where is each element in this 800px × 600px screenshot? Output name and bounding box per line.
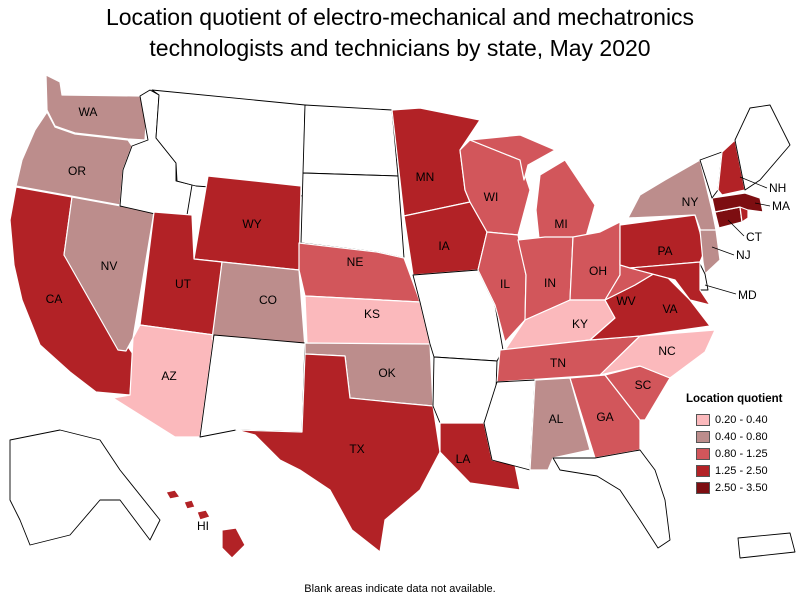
legend-swatch xyxy=(696,447,710,460)
state-label-ne: NE xyxy=(347,255,364,269)
leader-line-ct xyxy=(727,219,745,237)
chart-title: Location quotient of electro-mechanical … xyxy=(0,2,800,64)
state-tx xyxy=(235,353,441,553)
state-nd xyxy=(302,104,399,177)
state-nm xyxy=(199,334,306,438)
legend-item: 0.20 - 0.40 xyxy=(686,411,796,428)
footnote: Blank areas indicate data not available. xyxy=(304,583,496,595)
state-label-co: CO xyxy=(259,293,277,307)
legend-swatch xyxy=(696,430,710,443)
title-line-2: technologists and technicians by state, … xyxy=(149,35,651,61)
state-label-sc: SC xyxy=(635,378,652,392)
state-md xyxy=(629,261,711,306)
legend-label: 0.80 - 1.25 xyxy=(715,447,768,460)
state-label-ok: OK xyxy=(378,366,395,380)
state-label-nv: NV xyxy=(101,259,118,273)
legend-item: 1.25 - 2.50 xyxy=(686,462,796,479)
state-label-la: LA xyxy=(456,452,471,466)
title-line-1: Location quotient of electro-mechanical … xyxy=(105,4,695,30)
state-hi xyxy=(165,489,246,559)
state-label-nh: NH xyxy=(769,181,786,195)
state-label-pa: PA xyxy=(657,244,672,258)
state-nh xyxy=(717,139,746,196)
legend-item: 0.40 - 0.80 xyxy=(686,428,796,445)
legend-item: 0.80 - 1.25 xyxy=(686,445,796,462)
legend-swatch xyxy=(696,413,710,426)
legend-label: 2.50 - 3.50 xyxy=(715,481,768,494)
state-label-va: VA xyxy=(662,302,677,316)
state-label-ct: CT xyxy=(746,230,763,244)
state-label-wi: WI xyxy=(484,190,499,204)
state-label-ca: CA xyxy=(46,292,63,306)
state-label-ky: KY xyxy=(572,317,588,331)
state-label-or: OR xyxy=(68,164,86,178)
state-ga xyxy=(569,374,641,459)
state-label-ia: IA xyxy=(438,239,449,253)
legend-title: Location quotient xyxy=(686,393,783,405)
states-layer xyxy=(9,74,796,559)
state-label-ut: UT xyxy=(175,277,192,291)
leader-line-ma xyxy=(754,202,771,207)
state-label-wv: WV xyxy=(616,294,635,308)
state-ms xyxy=(483,379,536,471)
state-labels: WA OR CA NV WY UT AZ CO NE KS OK TX MN IA LA WI IL MI IN OH… xyxy=(46,105,790,533)
state-ak xyxy=(9,429,161,546)
state-label-tn: TN xyxy=(550,356,566,370)
legend: Location quotient 0.20 - 0.40 0.40 - 0.80… xyxy=(686,393,796,496)
state-label-ks: KS xyxy=(364,307,380,321)
legend-label: 0.40 - 0.80 xyxy=(715,430,768,443)
state-label-il: IL xyxy=(500,277,510,291)
state-label-ny: NY xyxy=(682,195,699,209)
state-label-al: AL xyxy=(549,412,564,426)
state-me xyxy=(734,104,791,191)
state-label-ma: MA xyxy=(772,199,790,213)
legend-swatch xyxy=(696,464,710,477)
state-fl xyxy=(552,449,671,549)
state-label-md: MD xyxy=(738,288,757,302)
state-ma xyxy=(711,192,764,213)
state-label-mn: MN xyxy=(416,170,435,184)
state-label-nj: NJ xyxy=(736,248,751,262)
legend-item: 2.50 - 3.50 xyxy=(686,479,796,496)
legend-swatch xyxy=(696,481,710,494)
legend-label: 1.25 - 2.50 xyxy=(715,464,768,477)
leader-line-nh xyxy=(739,176,768,189)
state-pa xyxy=(619,214,706,269)
state-label-in: IN xyxy=(544,276,556,290)
leader-line-nj xyxy=(711,246,735,256)
state-label-mi: MI xyxy=(554,217,567,231)
state-pr xyxy=(737,532,796,559)
state-wa xyxy=(45,74,149,141)
state-az xyxy=(112,324,215,438)
state-label-oh: OH xyxy=(589,264,607,278)
legend-items: 0.20 - 0.40 0.40 - 0.80 0.80 - 1.25 1.25 - … xyxy=(686,411,796,496)
legend-label: 0.20 - 0.40 xyxy=(715,413,768,426)
state-label-wa: WA xyxy=(79,105,98,119)
state-label-az: AZ xyxy=(161,369,176,383)
state-ny xyxy=(627,159,717,244)
leader-line-md xyxy=(704,284,737,295)
state-label-wy: WY xyxy=(242,217,261,231)
state-label-nc: NC xyxy=(658,344,676,358)
state-label-ga: GA xyxy=(596,410,613,424)
state-nj xyxy=(699,229,721,275)
callout-leaders xyxy=(704,176,771,295)
state-label-hi: HI xyxy=(197,519,209,533)
state-label-tx: TX xyxy=(349,442,364,456)
